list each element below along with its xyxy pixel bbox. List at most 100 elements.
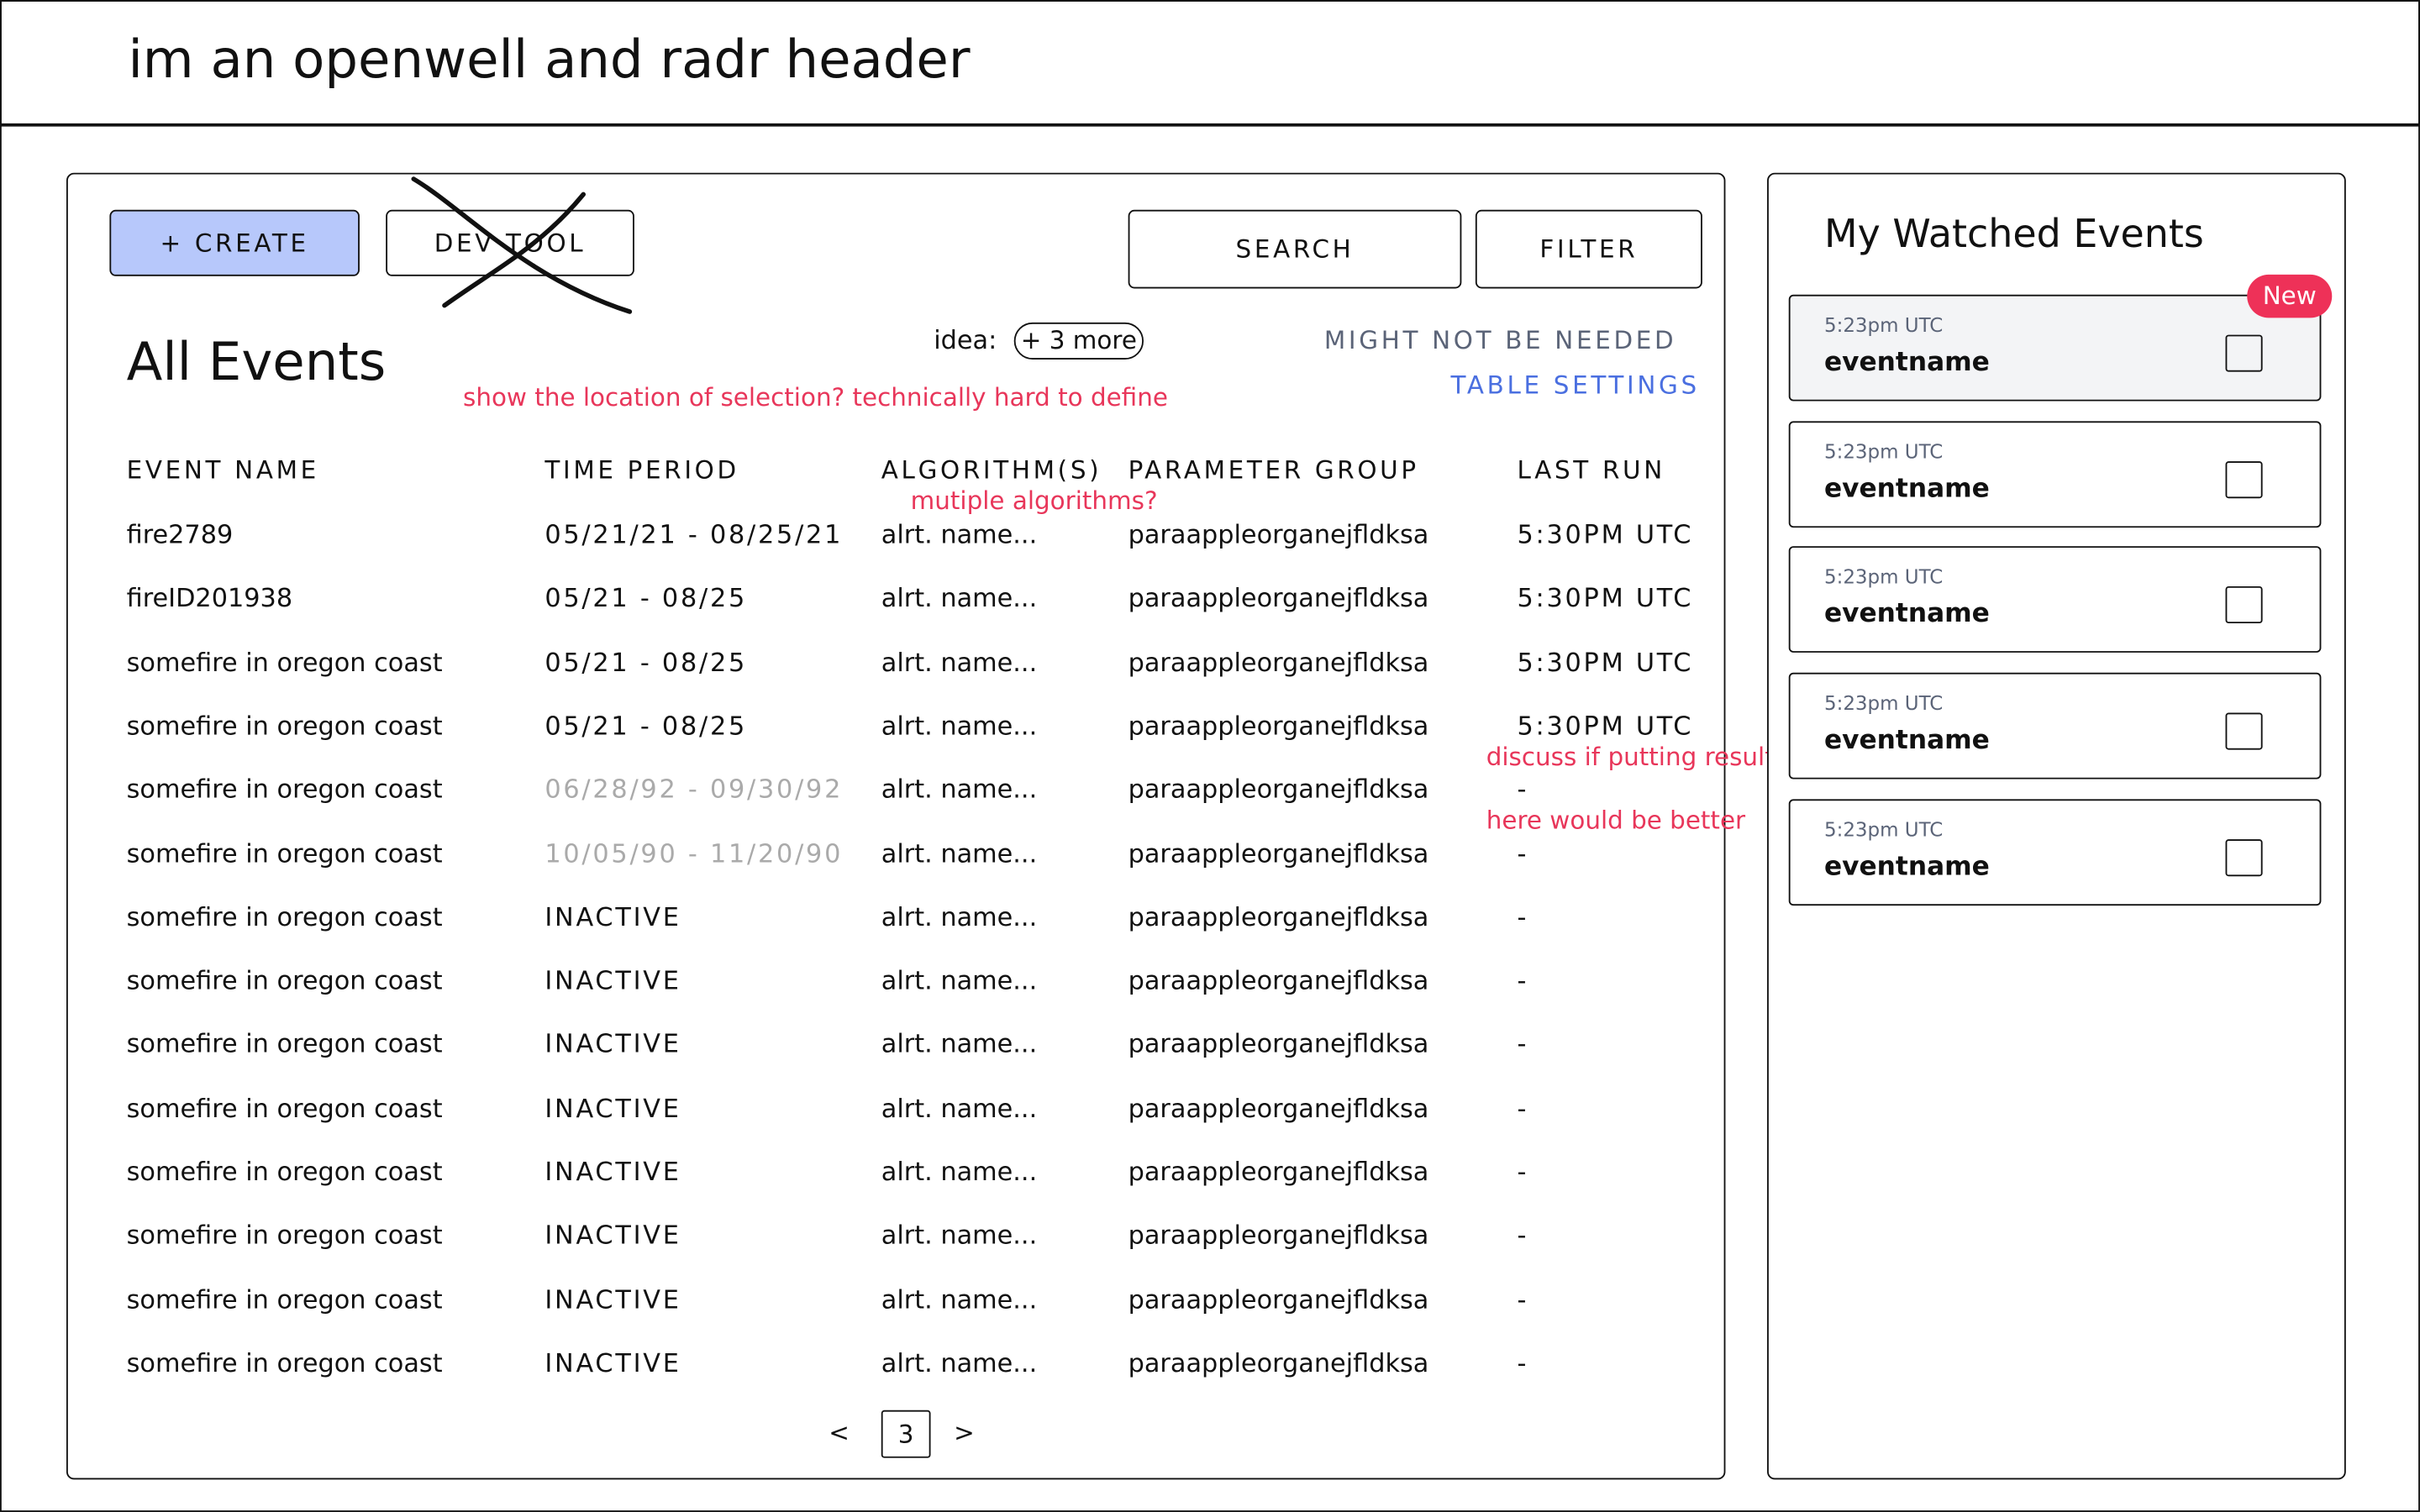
column-header-last-run[interactable]: LAST RUN bbox=[1517, 454, 1665, 485]
cell-time-period: 06/28/92 - 09/30/92 bbox=[544, 774, 844, 805]
cell-time-period: INACTIVE bbox=[544, 965, 681, 995]
cell-event-name: somefire in oregon coast bbox=[126, 711, 443, 741]
cell-time-period: INACTIVE bbox=[544, 1029, 681, 1059]
app-header: im an openwell and radr header bbox=[0, 0, 2420, 127]
cell-event-name: somefire in oregon coast bbox=[126, 774, 443, 805]
watched-event-name: eventname bbox=[1823, 599, 1990, 631]
cell-parameter-group: paraappleorganejfldksa bbox=[1128, 647, 1429, 677]
selection-annotation: show the location of selection? technica… bbox=[463, 382, 1168, 412]
cell-time-period: INACTIVE bbox=[544, 902, 681, 932]
prev-page-button[interactable]: < bbox=[829, 1417, 850, 1447]
search-button[interactable]: SEARCH bbox=[1128, 209, 1462, 289]
page-title: All Events bbox=[126, 331, 387, 394]
cell-last-run: - bbox=[1517, 902, 1529, 932]
cell-last-run: - bbox=[1517, 1348, 1529, 1378]
watched-event-card[interactable]: 5:23pm UTC eventname bbox=[1788, 546, 2322, 654]
create-button[interactable]: + CREATE bbox=[109, 209, 360, 276]
cell-parameter-group: paraappleorganejfldksa bbox=[1128, 1157, 1429, 1187]
cell-parameter-group: paraappleorganejfldksa bbox=[1128, 902, 1429, 932]
cell-last-run: - bbox=[1517, 838, 1529, 869]
cell-event-name: somefire in oregon coast bbox=[126, 1093, 443, 1123]
might-not-be-needed-link[interactable]: MIGHT NOT BE NEEDED bbox=[1323, 325, 1677, 355]
watched-event-name: eventname bbox=[1823, 725, 1990, 757]
cell-time-period: 05/21/21 - 08/25/21 bbox=[544, 519, 844, 549]
idea-label: idea: bbox=[934, 325, 997, 355]
cell-time-period: INACTIVE bbox=[544, 1093, 681, 1123]
cell-time-period: INACTIVE bbox=[544, 1157, 681, 1187]
watched-event-time: 5:23pm UTC bbox=[1823, 691, 1944, 715]
cell-algorithm: alrt. name... bbox=[881, 519, 1038, 549]
cell-last-run: - bbox=[1517, 965, 1529, 995]
filter-button[interactable]: FILTER bbox=[1475, 209, 1702, 289]
cell-parameter-group: paraappleorganejfldksa bbox=[1128, 1093, 1429, 1123]
watch-checkbox[interactable] bbox=[2225, 460, 2263, 498]
cell-event-name: somefire in oregon coast bbox=[126, 838, 443, 869]
more-chip[interactable]: + 3 more bbox=[1013, 322, 1144, 360]
cell-event-name: somefire in oregon coast bbox=[126, 1029, 443, 1059]
cell-algorithm: alrt. name... bbox=[881, 1157, 1038, 1187]
cell-algorithm: alrt. name... bbox=[881, 1093, 1038, 1123]
watched-event-name: eventname bbox=[1823, 347, 1990, 378]
cell-last-run: - bbox=[1517, 1157, 1529, 1187]
cell-algorithm: alrt. name... bbox=[881, 902, 1038, 932]
cell-parameter-group: paraappleorganejfldksa bbox=[1128, 519, 1429, 549]
cell-last-run: - bbox=[1517, 1284, 1529, 1315]
cell-event-name: somefire in oregon coast bbox=[126, 1221, 443, 1251]
cell-parameter-group: paraappleorganejfldksa bbox=[1128, 1029, 1429, 1059]
watched-event-time: 5:23pm UTC bbox=[1823, 312, 1944, 337]
current-page[interactable]: 3 bbox=[881, 1410, 931, 1458]
column-header-algorithm[interactable]: ALGORITHM(S) bbox=[881, 454, 1102, 485]
watch-checkbox[interactable] bbox=[2225, 334, 2263, 372]
column-header-time-period[interactable]: TIME PERIOD bbox=[544, 454, 739, 485]
watched-event-time: 5:23pm UTC bbox=[1823, 564, 1944, 589]
cell-time-period: INACTIVE bbox=[544, 1221, 681, 1251]
watch-checkbox[interactable] bbox=[2225, 712, 2263, 750]
cell-time-period: 05/21 - 08/25 bbox=[544, 711, 748, 741]
cell-algorithm: alrt. name... bbox=[881, 1221, 1038, 1251]
column-header-parameter-group[interactable]: PARAMETER GROUP bbox=[1128, 454, 1419, 485]
watched-event-card[interactable]: 5:23pm UTC eventname bbox=[1788, 420, 2322, 528]
all-events-panel bbox=[66, 172, 1726, 1480]
watched-event-card[interactable]: 5:23pm UTC eventname bbox=[1788, 799, 2322, 906]
cell-parameter-group: paraappleorganejfldksa bbox=[1128, 965, 1429, 995]
column-header-event-name[interactable]: EVENT NAME bbox=[126, 454, 319, 485]
cell-algorithm: alrt. name... bbox=[881, 838, 1038, 869]
cell-event-name: somefire in oregon coast bbox=[126, 965, 443, 995]
cell-parameter-group: paraappleorganejfldksa bbox=[1128, 711, 1429, 741]
cell-algorithm: alrt. name... bbox=[881, 1348, 1038, 1378]
cell-last-run: 5:30PM UTC bbox=[1517, 647, 1694, 677]
cell-parameter-group: paraappleorganejfldksa bbox=[1128, 583, 1429, 613]
watch-checkbox[interactable] bbox=[2225, 838, 2263, 876]
strike-out-mark bbox=[411, 176, 633, 314]
cell-last-run: - bbox=[1517, 774, 1529, 805]
cell-algorithm: alrt. name... bbox=[881, 965, 1038, 995]
cell-algorithm: alrt. name... bbox=[881, 1284, 1038, 1315]
cell-parameter-group: paraappleorganejfldksa bbox=[1128, 1348, 1429, 1378]
cell-time-period: INACTIVE bbox=[544, 1348, 681, 1378]
watched-event-card[interactable]: 5:23pm UTC eventname bbox=[1788, 672, 2322, 780]
cell-last-run: 5:30PM UTC bbox=[1517, 519, 1694, 549]
result-annotation-line1: discuss if putting result bbox=[1486, 742, 1775, 772]
cell-event-name: somefire in oregon coast bbox=[126, 1348, 443, 1378]
cell-parameter-group: paraappleorganejfldksa bbox=[1128, 774, 1429, 805]
cell-event-name: somefire in oregon coast bbox=[126, 1284, 443, 1315]
cell-last-run: - bbox=[1517, 1029, 1529, 1059]
cell-algorithm: alrt. name... bbox=[881, 1029, 1038, 1059]
watched-events-title: My Watched Events bbox=[1823, 211, 2204, 256]
cell-event-name: somefire in oregon coast bbox=[126, 647, 443, 677]
watched-event-card[interactable]: 5:23pm UTC eventname bbox=[1788, 294, 2322, 402]
next-page-button[interactable]: > bbox=[954, 1417, 975, 1447]
cell-last-run: 5:30PM UTC bbox=[1517, 711, 1694, 741]
cell-last-run: 5:30PM UTC bbox=[1517, 583, 1694, 613]
cell-parameter-group: paraappleorganejfldksa bbox=[1128, 838, 1429, 869]
watched-event-time: 5:23pm UTC bbox=[1823, 438, 1944, 463]
new-badge: New bbox=[2247, 274, 2333, 318]
watch-checkbox[interactable] bbox=[2225, 586, 2263, 624]
cell-time-period: 10/05/90 - 11/20/90 bbox=[544, 838, 844, 869]
cell-event-name: somefire in oregon coast bbox=[126, 1157, 443, 1187]
watched-event-name: eventname bbox=[1823, 473, 1990, 505]
cell-event-name: fireID201938 bbox=[126, 583, 293, 613]
table-settings-link[interactable]: TABLE SETTINGS bbox=[1450, 370, 1700, 400]
cell-event-name: somefire in oregon coast bbox=[126, 902, 443, 932]
dev-tool-button[interactable]: DEV TOOL bbox=[386, 209, 634, 276]
